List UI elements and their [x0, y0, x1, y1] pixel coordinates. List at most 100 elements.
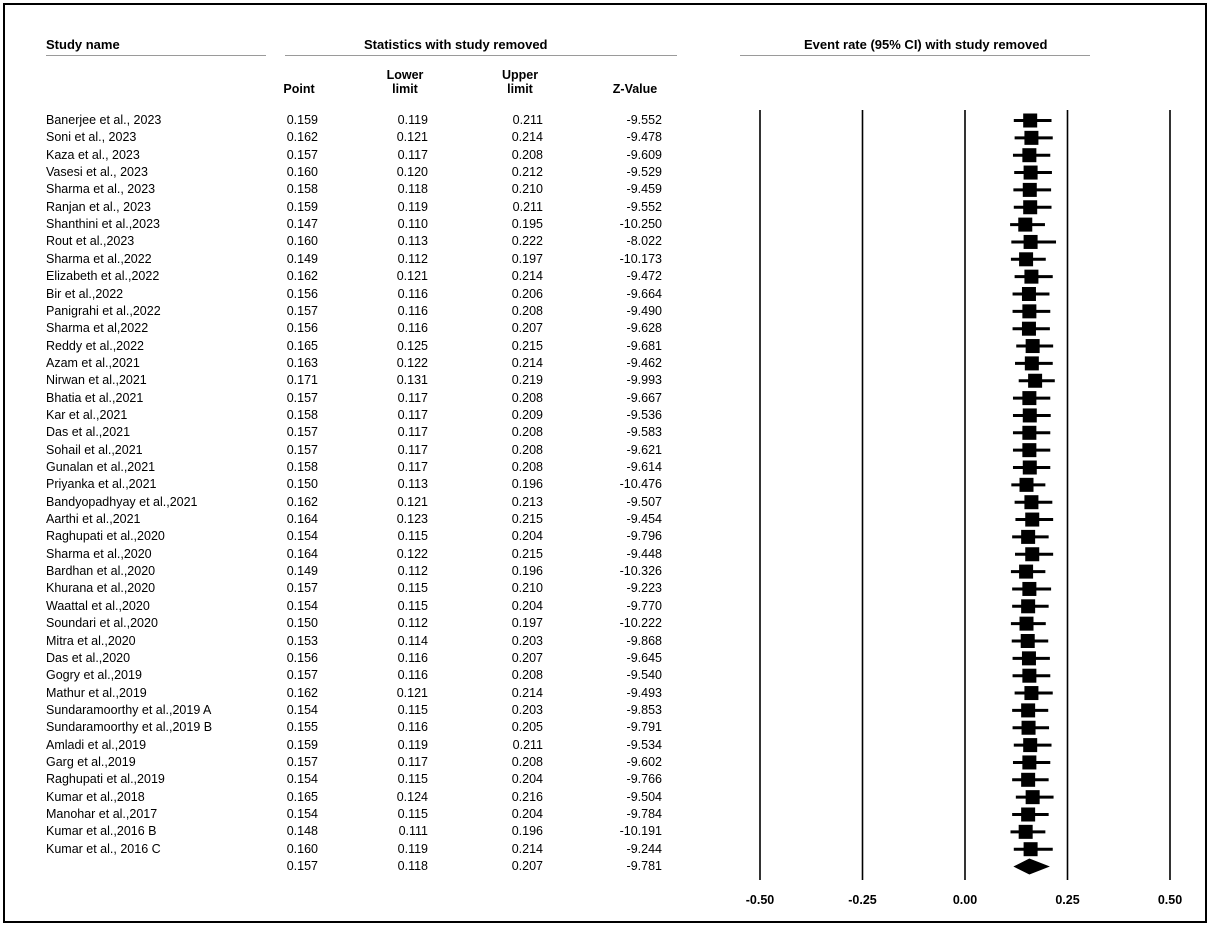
point-cell: 0.171: [286, 373, 318, 388]
point-cell: 0.148: [286, 824, 318, 839]
figure-frame: [3, 3, 1207, 923]
z-value-column-header: Z-Value: [612, 82, 658, 96]
upper-limit-cell: 0.205: [511, 720, 543, 735]
point-marker: [1022, 391, 1037, 406]
upper-limit-cell: 0.207: [511, 650, 543, 665]
point-cell: 0.159: [286, 113, 318, 127]
upper-limit-cell: 0.197: [511, 251, 543, 266]
upper-limit-cell: 0.222: [511, 234, 543, 249]
upper-limit-cell: 0.214: [511, 685, 543, 700]
point-marker: [1021, 529, 1036, 544]
study-name-cell: Kumar et al.,2018: [46, 789, 145, 804]
point-cell: 0.162: [286, 130, 318, 145]
point-cell: 0.154: [286, 772, 318, 787]
z-value-cell: -9.614: [626, 460, 662, 474]
point-marker: [1021, 651, 1036, 666]
point-cell: 0.158: [286, 407, 318, 422]
z-value-cell: -9.540: [626, 668, 662, 683]
point-marker: [1018, 824, 1033, 839]
lower-limit-cell: 0.116: [397, 668, 428, 683]
z-value-cell: -9.448: [626, 546, 662, 561]
point-marker: [1025, 512, 1040, 527]
z-value-cell: -9.853: [626, 702, 662, 717]
lower-limit-cell: 0.117: [397, 442, 428, 457]
z-value-cell: -9.490: [626, 303, 662, 318]
study-name-cell: Aarthi et al.,2021: [46, 512, 141, 527]
z-value-cell: -9.664: [626, 286, 662, 301]
point-cell: 0.160: [286, 234, 318, 249]
upper-limit-cell: 0.204: [511, 772, 543, 787]
point-cell: 0.147: [286, 217, 318, 232]
point-cell: 0.150: [286, 477, 318, 492]
x-tick-label: 0.00: [953, 893, 977, 907]
table-row: Sharma et al., 2023 0.158 0.118 0.210 -9.459: [0, 181, 700, 198]
point-marker: [1025, 547, 1040, 562]
point-cell: 0.159: [286, 199, 318, 214]
point-marker: [1022, 304, 1037, 319]
lower-limit-cell: 0.117: [397, 460, 428, 474]
lower-limit-column-header: Lower limit: [386, 68, 424, 96]
lower-limit-cell: 0.113: [397, 234, 428, 249]
study-name-cell: Kumar et al.,2016 B: [46, 824, 157, 839]
point-cell: 0.158: [286, 182, 318, 197]
point-marker: [1019, 477, 1034, 492]
study-name-cell: Soni et al., 2023: [46, 130, 137, 145]
z-value-cell: -9.645: [626, 650, 662, 665]
upper-limit-cell: 0.196: [511, 824, 543, 839]
z-value-cell: -9.493: [626, 685, 662, 700]
event-rate-rule: [740, 55, 1090, 56]
point-cell: 0.155: [286, 720, 318, 735]
point-marker: [1021, 772, 1036, 787]
upper-limit-cell: 0.203: [511, 633, 543, 648]
z-value-cell: -9.534: [626, 737, 662, 752]
lower-limit-cell: 0.119: [397, 199, 428, 214]
z-value-cell: -8.022: [626, 234, 662, 249]
z-value-cell: -10.250: [619, 217, 662, 232]
upper-limit-cell: 0.210: [511, 581, 543, 596]
study-name-cell: Banerjee et al., 2023: [46, 113, 162, 127]
upper-limit-cell: 0.208: [511, 754, 543, 769]
upper-limit-cell: 0.208: [511, 442, 543, 457]
point-cell: 0.154: [286, 598, 318, 613]
z-value-cell: -10.222: [619, 616, 662, 631]
z-value-cell: -9.621: [626, 442, 662, 457]
upper-limit-cell: 0.208: [511, 147, 543, 162]
x-tick-label: -0.50: [746, 893, 775, 907]
point-cell: 0.157: [286, 754, 318, 769]
table-row: Raghupati et al.,2020 0.154 0.115 0.204 -9.7…: [0, 528, 700, 545]
study-name-cell: Ranjan et al., 2023: [46, 199, 151, 214]
study-name-cell: Bandyopadhyay et al.,2021: [46, 494, 198, 509]
point-marker: [1021, 703, 1036, 718]
upper-limit-cell: 0.216: [511, 789, 543, 804]
table-row: Sundaramoorthy et al.,2019 B 0.155 0.116 0.…: [0, 719, 700, 736]
study-name-cell: Manohar et al.,2017: [46, 807, 158, 821]
lower-limit-cell: 0.122: [396, 546, 428, 561]
lower-limit-cell: 0.116: [397, 303, 428, 318]
point-marker: [1020, 634, 1035, 648]
summary-diamond: [1013, 858, 1050, 875]
point-marker: [1021, 599, 1036, 614]
table-row: Soni et al., 2023 0.162 0.121 0.214 -9.478: [0, 129, 700, 146]
table-row: Kar et al.,2021 0.158 0.117 0.209 -9.536: [0, 407, 700, 424]
point-cell: 0.162: [286, 269, 318, 284]
upper-limit-cell: 0.207: [511, 859, 543, 874]
point-marker: [1021, 807, 1036, 822]
table-row: Kumar et al., 2016 C 0.160 0.119 0.214 -9.24…: [0, 841, 700, 858]
z-value-cell: -9.478: [626, 130, 662, 145]
z-value-cell: -9.583: [626, 425, 662, 440]
lower-limit-cell: 0.117: [397, 425, 428, 440]
upper-limit-cell: 0.208: [511, 303, 543, 318]
point-cell: 0.150: [286, 616, 318, 631]
point-marker: [1022, 755, 1037, 770]
study-name-cell: Azam et al.,2021: [46, 355, 140, 370]
z-value-cell: -9.796: [626, 529, 662, 544]
upper-limit-cell: 0.208: [511, 668, 543, 683]
lower-limit-cell: 0.116: [397, 286, 428, 301]
study-name-cell: Sundaramoorthy et al.,2019 B: [46, 720, 213, 735]
study-name-cell: Kar et al.,2021: [46, 407, 128, 422]
z-value-cell: -9.868: [626, 633, 662, 648]
table-row: Gogry et al.,2019 0.157 0.116 0.208 -9.540: [0, 667, 700, 684]
table-row: Panigrahi et al.,2022 0.157 0.116 0.208 -9.4…: [0, 303, 700, 320]
table-row: Elizabeth et al.,2022 0.162 0.121 0.214 -9.4…: [0, 268, 700, 285]
